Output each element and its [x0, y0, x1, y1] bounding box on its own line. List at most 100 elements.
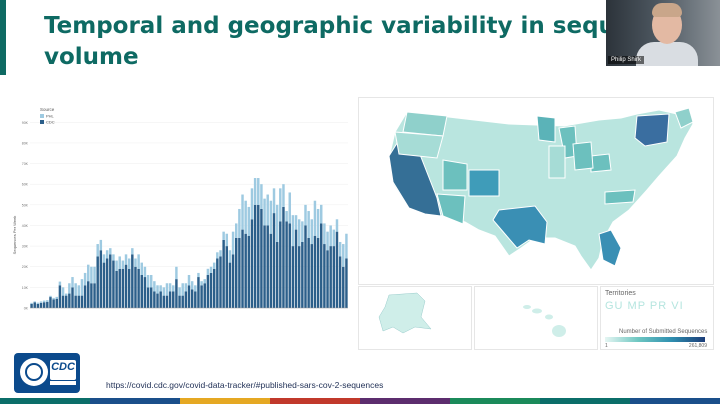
bar-cdc — [83, 285, 87, 308]
bar-phl — [96, 244, 99, 257]
bar-phl — [272, 188, 276, 214]
bar-cdc — [33, 302, 36, 308]
bar-cdc — [329, 246, 332, 308]
bar-phl — [77, 285, 81, 296]
bar-cdc — [212, 268, 216, 308]
bar-phl — [181, 283, 184, 296]
bar-phl — [323, 223, 326, 245]
bar-phl — [165, 283, 169, 296]
sequences-bar-chart: 0K 10K 20K 30K 40K 50K 60K 70K 80K 90K Sequences … — [10, 100, 352, 345]
bar-phl — [162, 287, 166, 296]
bar-cdc — [316, 237, 320, 308]
bar-cdc — [52, 299, 55, 308]
bar-cdc — [143, 277, 147, 308]
bar-cdc — [301, 241, 304, 308]
bar-phl — [90, 266, 93, 284]
bar-cdc — [335, 231, 339, 308]
speaker-webcam: Philip Shirk — [606, 0, 720, 66]
bar-cdc — [77, 295, 81, 308]
state-alaska — [378, 292, 432, 334]
bar-cdc — [121, 268, 125, 308]
bar-phl — [153, 281, 156, 292]
bar-cdc — [71, 287, 74, 308]
speaker-name-tag: Philip Shirk — [608, 56, 645, 64]
bar-cdc — [275, 241, 279, 308]
state-texas — [492, 205, 548, 249]
bar-cdc — [61, 295, 65, 308]
bar-phl — [320, 204, 323, 224]
bar-cdc — [345, 258, 348, 308]
bar-cdc — [93, 283, 96, 308]
bar-phl — [190, 281, 194, 290]
y-tick-label: 50K — [22, 203, 29, 207]
bar-phl — [307, 211, 310, 238]
bar-cdc — [244, 233, 247, 308]
bar-phl — [112, 254, 115, 261]
bar-cdc — [90, 283, 93, 308]
bar-cdc — [194, 291, 197, 308]
bar-phl — [216, 252, 219, 259]
bar-cdc — [231, 254, 235, 308]
state-oregon — [394, 131, 444, 159]
footer-color-block — [90, 398, 180, 404]
alaska-map — [358, 286, 472, 350]
bar-cdc — [46, 301, 49, 308]
slide-accent-bar — [0, 0, 6, 75]
bar-phl — [175, 266, 178, 280]
alaska-svg — [378, 292, 432, 334]
bar-cdc — [332, 246, 336, 308]
bar-cdc — [159, 291, 162, 308]
bar-cdc — [282, 206, 285, 308]
bar-phl — [244, 200, 247, 234]
bar-cdc — [209, 272, 213, 308]
y-tick-label: 20K — [22, 265, 29, 269]
bar-cdc — [80, 295, 84, 308]
bar-cdc — [219, 256, 222, 308]
bar-phl — [124, 254, 128, 265]
bar-phl — [121, 260, 125, 269]
slide-title-line-2: volume — [44, 44, 139, 70]
bar-cdc — [197, 277, 200, 308]
state-california — [388, 139, 442, 217]
bar-phl — [285, 211, 288, 222]
bar-phl — [137, 254, 140, 269]
bar-cdc — [225, 246, 229, 308]
bar-phl — [279, 188, 282, 222]
bar-phl — [109, 248, 112, 255]
bar-phl — [30, 302, 33, 304]
bar-phl — [118, 256, 121, 269]
bar-phl — [222, 231, 225, 240]
bar-cdc — [190, 289, 194, 308]
bar-phl — [301, 221, 304, 242]
bar-phl — [241, 194, 244, 230]
footer-color-block — [630, 398, 720, 404]
bar-cdc — [297, 246, 301, 308]
hawaii-map — [474, 286, 598, 350]
bar-phl — [61, 287, 65, 296]
bar-phl — [194, 285, 197, 292]
footer-color-block — [180, 398, 270, 404]
hawaii-island-3 — [545, 314, 553, 320]
bar-phl — [206, 268, 210, 275]
bar-phl — [149, 274, 153, 288]
us-state-map-panel: Territories GU MP PR VI Number of Submit… — [358, 97, 714, 350]
bar-cdc — [49, 297, 52, 308]
bar-cdc — [203, 283, 206, 308]
bar-cdc — [134, 266, 137, 308]
bar-phl — [294, 215, 298, 230]
bar-phl — [178, 287, 181, 296]
bar-phl — [172, 285, 175, 292]
bar-cdc — [149, 287, 153, 308]
bar-cdc — [310, 244, 314, 308]
source-link[interactable]: https://covid.cdc.gov/covid-data-tracker… — [106, 380, 384, 390]
bar-phl — [332, 229, 336, 247]
legend-label-phl: PHL — [46, 114, 55, 119]
bar-cdc — [253, 204, 257, 308]
bar-phl — [291, 215, 295, 247]
bar-phl — [329, 225, 332, 247]
hawaii-island-1 — [523, 305, 531, 309]
map-legend-max: 261,809 — [688, 343, 707, 349]
bar-phl — [342, 244, 345, 267]
bar-phl — [42, 300, 46, 303]
bar-phl — [64, 293, 68, 296]
